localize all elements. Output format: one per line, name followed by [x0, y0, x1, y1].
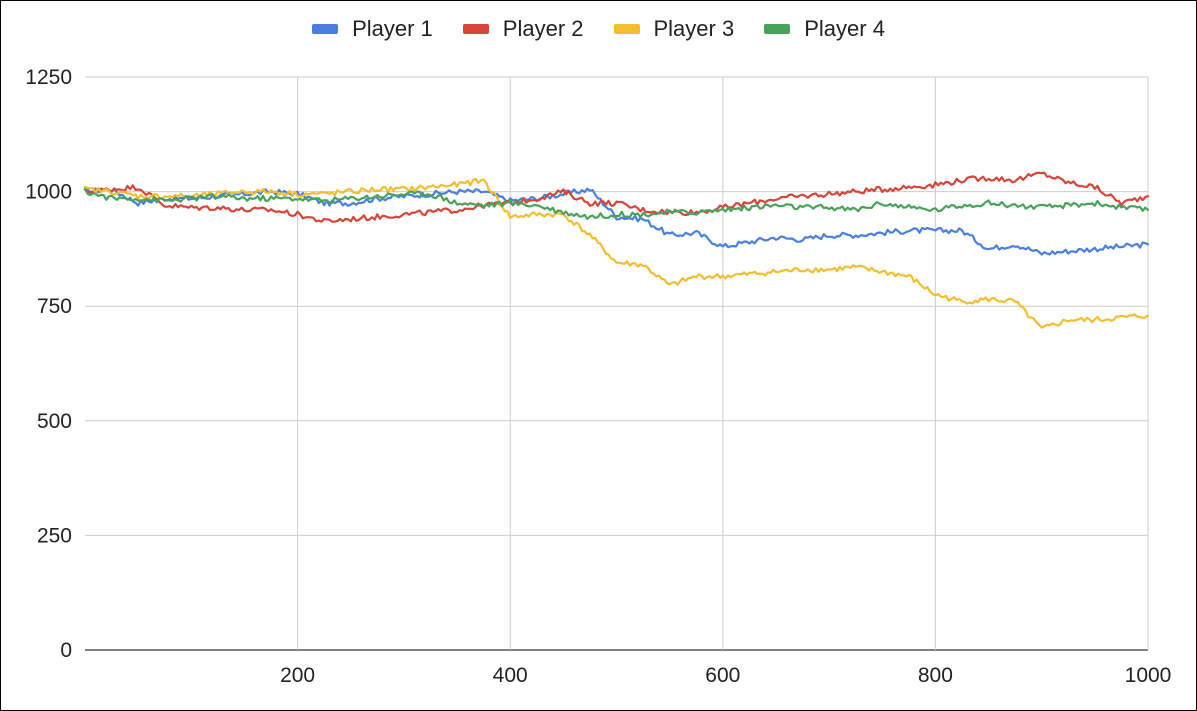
y-tick-label-1250: 1250	[25, 66, 72, 89]
legend-label-player-3: Player 3	[653, 16, 735, 41]
x-tick-label-1000: 1000	[1125, 664, 1172, 687]
x-tick-label-600: 600	[705, 664, 740, 687]
legend-label-player-2: Player 2	[502, 16, 584, 41]
y-tick-label-0: 0	[60, 639, 72, 662]
y-tick-label-250: 250	[37, 524, 72, 547]
series-line-player-3	[83, 177, 1150, 329]
legend-swatch-player-3	[613, 24, 640, 34]
legend-swatch-player-2	[462, 24, 489, 34]
legend-item-player-2[interactable]: Player 2	[462, 16, 584, 42]
y-tick-label-750: 750	[37, 295, 72, 318]
legend-item-player-1[interactable]: Player 1	[312, 16, 433, 42]
legend-label-player-1: Player 1	[352, 16, 433, 41]
legend-swatch-player-4	[764, 24, 791, 34]
series-line-player-4	[83, 187, 1150, 220]
y-tick-label-1000: 1000	[25, 181, 72, 204]
legend-item-player-4[interactable]: Player 4	[764, 16, 885, 42]
legend-swatch-player-1	[312, 24, 339, 34]
y-tick-label-500: 500	[37, 410, 72, 433]
x-tick-label-200: 200	[280, 664, 315, 687]
legend-item-player-3[interactable]: Player 3	[613, 16, 735, 42]
legend-label-player-4: Player 4	[804, 16, 885, 41]
legend: Player 1 Player 2 Player 3 Player 4	[0, 14, 1197, 44]
series-line-player-2	[83, 171, 1150, 223]
x-tick-label-400: 400	[493, 664, 528, 687]
x-tick-label-800: 800	[918, 664, 953, 687]
